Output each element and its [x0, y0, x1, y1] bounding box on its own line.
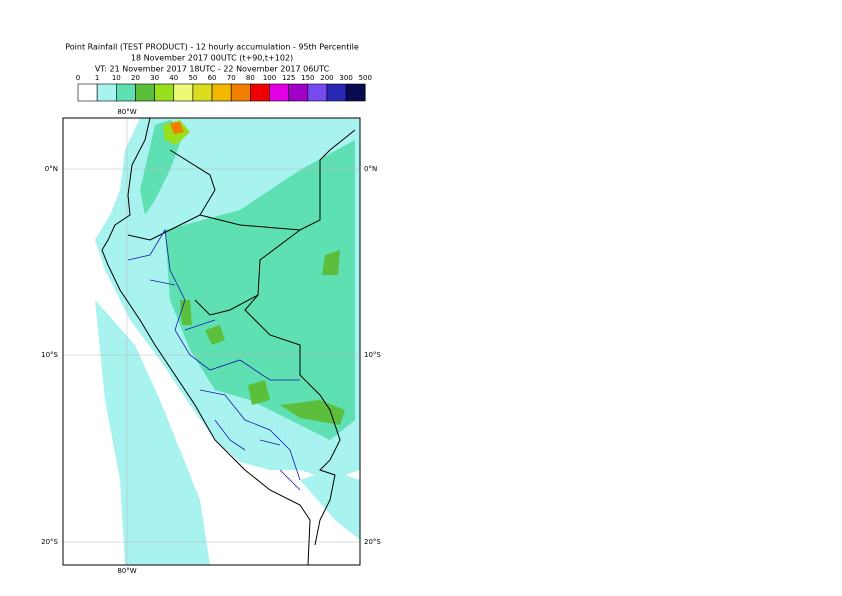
rain-20 — [180, 300, 192, 325]
title: Point Rainfall (TEST PRODUCT) - 12 hourl… — [65, 43, 359, 52]
legend-label: 70 — [227, 74, 236, 82]
rain-20 — [248, 380, 270, 405]
legend-swatch — [96, 83, 117, 102]
lat-label: 0°N — [45, 165, 58, 173]
legend: 0 1 10 20 30 40 50 60 70 80 100 125 150 200 300 500 — [76, 74, 372, 102]
legend-label: 500 — [359, 74, 372, 82]
lat-label: 0°N — [364, 165, 377, 173]
legend-swatch — [230, 83, 251, 102]
lat-labels: 0°N 0°N 10°S 10°S 20°S 20°S — [41, 165, 381, 546]
subtitle: 18 November 2017 00UTC (t+90,t+102) — [131, 54, 293, 63]
legend-swatch — [154, 83, 175, 102]
rain-20 — [322, 250, 340, 275]
legend-swatch — [269, 83, 289, 102]
legend-swatch — [192, 83, 213, 102]
legend-label: 1 — [95, 74, 99, 82]
header: Point Rainfall (TEST PRODUCT) - 12 hourl… — [65, 43, 359, 74]
rain-1 — [95, 300, 210, 565]
legend-label: 100 — [263, 74, 276, 82]
legend-swatch — [345, 83, 366, 102]
valid-time: VT: 21 November 2017 18UTC - 22 November… — [95, 65, 330, 74]
rain-20 — [280, 400, 345, 425]
borders — [127, 129, 356, 546]
legend-swatch — [77, 83, 98, 102]
legend-swatch — [307, 83, 328, 102]
legend-swatch — [173, 83, 194, 102]
legend-label: 300 — [339, 74, 352, 82]
legend-label: 200 — [320, 74, 333, 82]
rain-70 — [170, 122, 184, 134]
regions — [127, 228, 301, 491]
legend-label: 60 — [208, 74, 217, 82]
coastline — [101, 118, 311, 565]
legend-swatch — [135, 83, 155, 102]
legend-swatch — [211, 83, 232, 102]
graticule — [63, 118, 360, 565]
legend-label: 125 — [282, 74, 295, 82]
legend-label: 30 — [150, 74, 159, 82]
legend-swatch — [116, 83, 136, 102]
lon-label: 80°W — [117, 567, 136, 575]
legend-label: 10 — [112, 74, 121, 82]
legend-label: 150 — [301, 74, 314, 82]
legend-label: 20 — [131, 74, 140, 82]
legend-label: 80 — [246, 74, 255, 82]
lat-label: 20°S — [41, 538, 58, 546]
legend-label: 40 — [169, 74, 178, 82]
map — [63, 118, 360, 565]
lon-label: 80°W — [117, 108, 136, 116]
legend-swatch — [288, 83, 309, 102]
lat-label: 10°S — [41, 351, 58, 359]
lat-label: 20°S — [364, 538, 381, 546]
rain-10 — [165, 140, 355, 440]
lat-label: 10°S — [364, 351, 381, 359]
legend-swatch — [326, 83, 347, 102]
legend-label: 0 — [76, 74, 80, 82]
map-frame — [62, 117, 361, 566]
rain-1 — [300, 470, 360, 540]
legend-swatch — [250, 83, 270, 102]
rain-20 — [205, 325, 225, 345]
legend-label: 50 — [188, 74, 197, 82]
